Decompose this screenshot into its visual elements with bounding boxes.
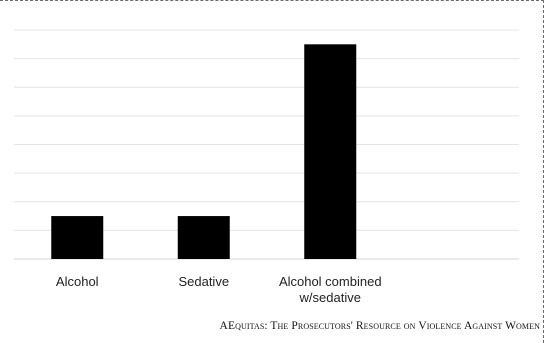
- bar: [51, 216, 104, 259]
- bars: [51, 44, 357, 259]
- category-labels: Alcohol Sedative Alcohol combined w/sedativ…: [56, 274, 382, 305]
- bar: [304, 44, 357, 259]
- category-label: Alcohol: [56, 274, 99, 289]
- category-label: Sedative: [178, 274, 229, 289]
- gridlines: [14, 29, 519, 260]
- footer-credit: AEquitas: The Prosecutors' Resource on V…: [219, 320, 540, 332]
- bar: [177, 216, 230, 259]
- category-label: Alcohol combined w/sedative: [279, 274, 382, 305]
